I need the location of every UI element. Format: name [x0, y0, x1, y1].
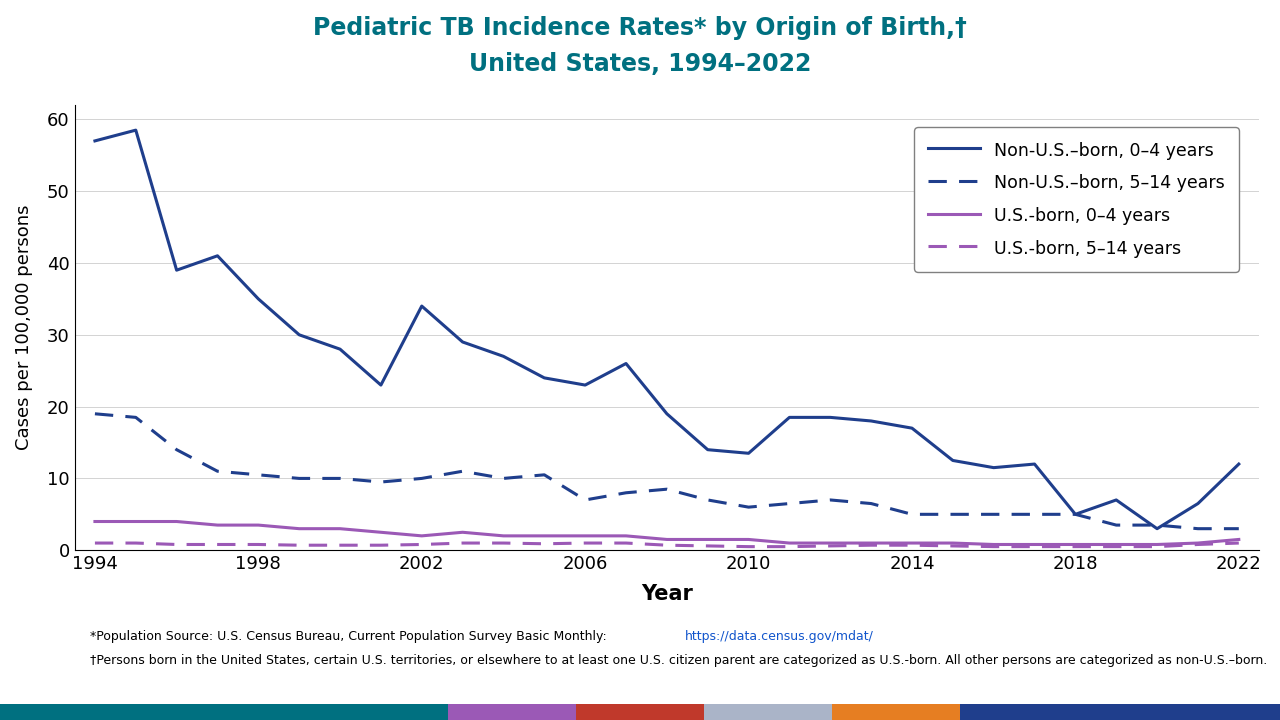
X-axis label: Year: Year — [641, 584, 692, 604]
Text: https://data.census.gov/mdat/: https://data.census.gov/mdat/ — [685, 630, 874, 643]
Legend: Non-U.S.–born, 0–4 years, Non-U.S.–born, 5–14 years, U.S.-born, 0–4 years, U.S.-: Non-U.S.–born, 0–4 years, Non-U.S.–born,… — [914, 127, 1239, 271]
Text: Pediatric TB Incidence Rates* by Origin of Birth,†: Pediatric TB Incidence Rates* by Origin … — [314, 16, 966, 40]
Text: *Population Source: U.S. Census Bureau, Current Population Survey Basic Monthly:: *Population Source: U.S. Census Bureau, … — [90, 630, 611, 643]
Text: †Persons born in the United States, certain U.S. territories, or elsewhere to at: †Persons born in the United States, cert… — [90, 654, 1267, 667]
Y-axis label: Cases per 100,000 persons: Cases per 100,000 persons — [15, 205, 33, 451]
Text: United States, 1994–2022: United States, 1994–2022 — [468, 52, 812, 76]
